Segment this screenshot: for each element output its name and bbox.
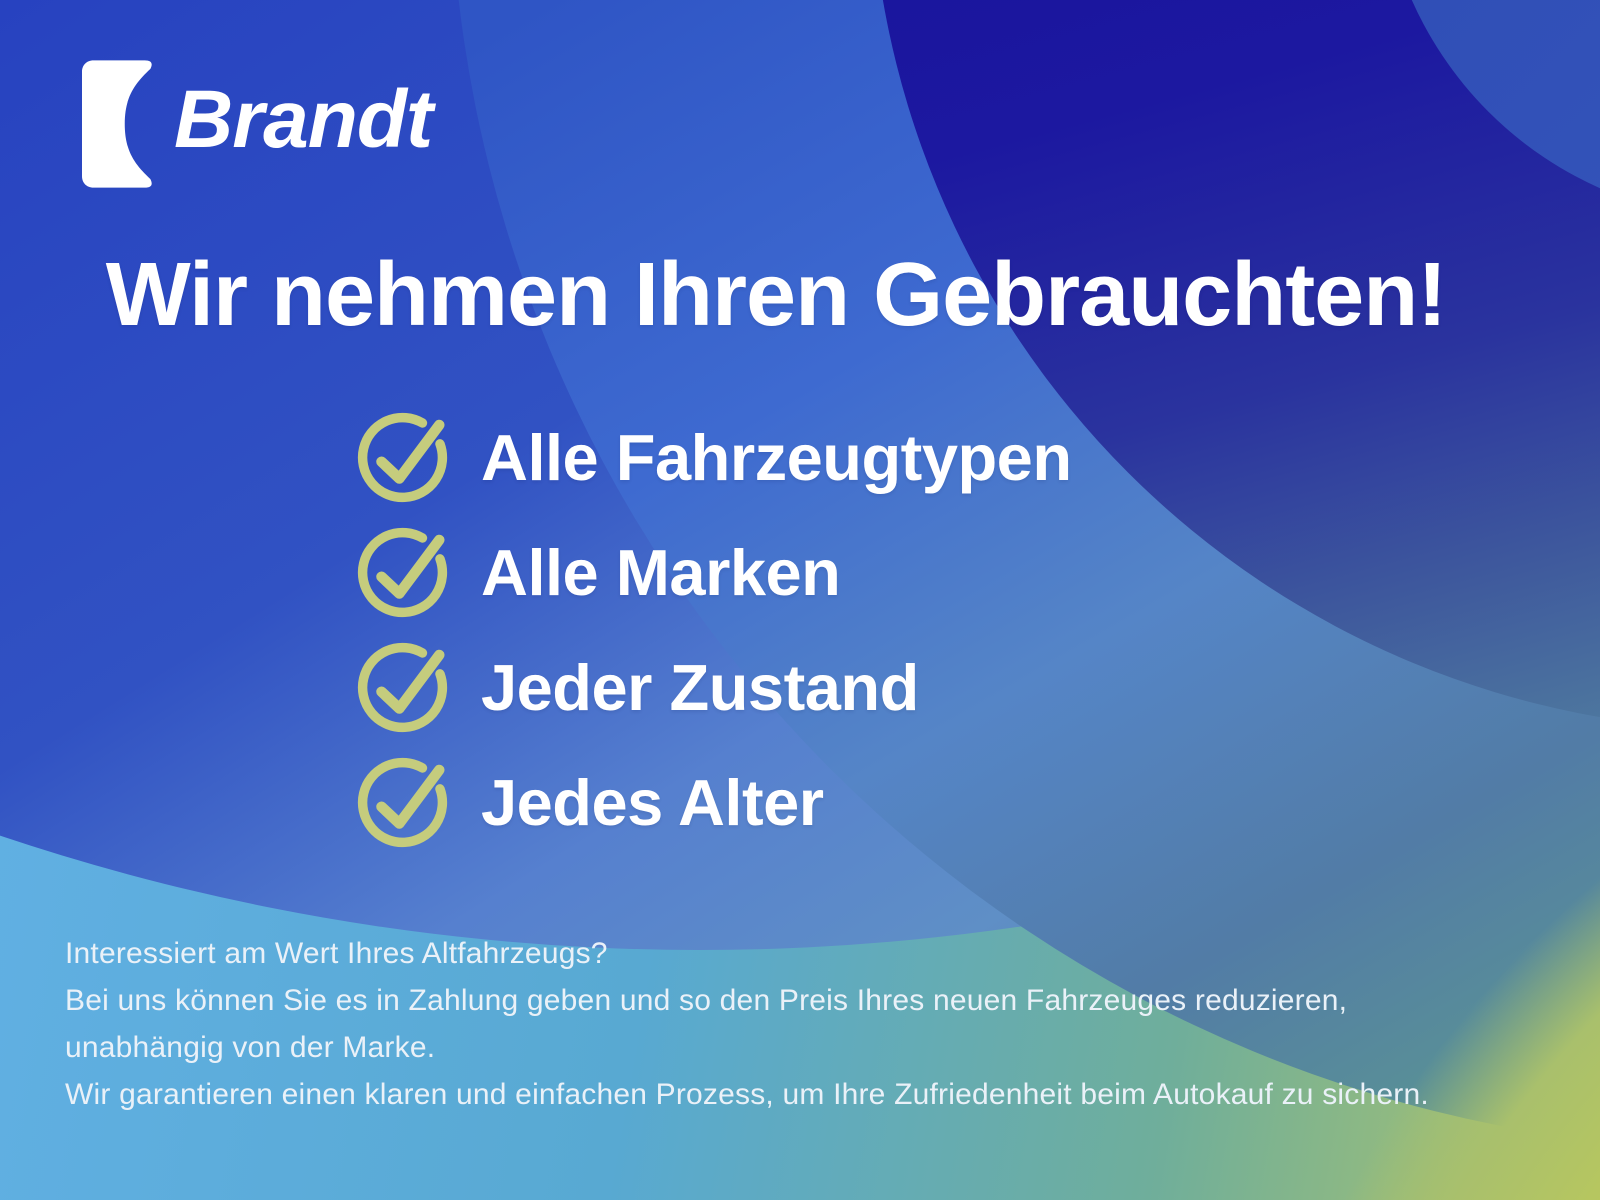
footer-line: unabhängig von der Marke. xyxy=(65,1031,436,1064)
checklist-item: Alle Fahrzeugtypen xyxy=(350,405,1072,510)
check-circle-icon xyxy=(357,412,448,503)
check-circle-icon xyxy=(357,757,448,848)
brand-logo-text: Brandt xyxy=(174,74,433,165)
footer-text: Interessiert am Wert Ihres Altfahrzeugs?… xyxy=(65,930,1525,1118)
checklist: Alle Fahrzeugtypen Alle Marken Jeder Zus… xyxy=(350,405,1072,855)
check-circle-icon xyxy=(357,642,448,733)
checklist-item-label: Alle Marken xyxy=(481,536,841,609)
footer-line: Interessiert am Wert Ihres Altfahrzeugs? xyxy=(65,937,608,970)
brandt-bracket-mark-icon xyxy=(82,60,152,188)
checklist-item: Jeder Zustand xyxy=(350,635,1072,740)
checklist-item-label: Alle Fahrzeugtypen xyxy=(481,421,1072,494)
footer-line: Bei uns können Sie es in Zahlung geben u… xyxy=(65,984,1348,1017)
checklist-item-label: Jeder Zustand xyxy=(481,651,919,724)
headline: Wir nehmen Ihren Gebrauchten! xyxy=(105,245,1447,345)
check-circle-icon xyxy=(357,527,448,618)
checklist-item: Alle Marken xyxy=(350,520,1072,625)
footer-line: Wir garantieren einen klaren und einfach… xyxy=(65,1078,1429,1111)
brand-logo: Brandt xyxy=(82,58,433,190)
checklist-item: Jedes Alter xyxy=(350,750,1072,855)
checklist-item-label: Jedes Alter xyxy=(481,766,824,839)
